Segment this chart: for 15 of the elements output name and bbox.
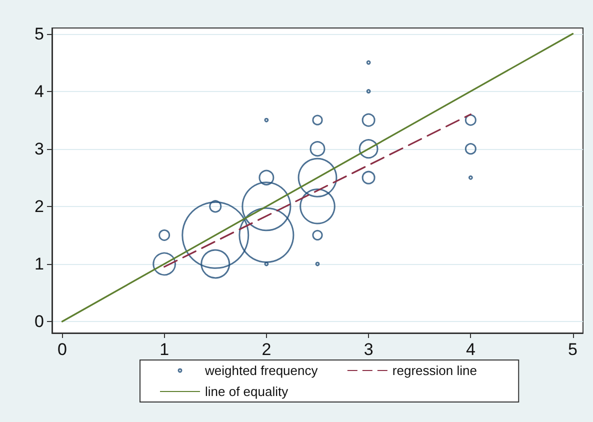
y-tick-label: 1 [34, 254, 44, 274]
x-tick-label: 0 [57, 340, 67, 359]
x-tick-label: 3 [364, 340, 374, 359]
x-tick-label: 4 [466, 340, 476, 359]
x-tick-label: 2 [262, 340, 272, 359]
y-tick-label: 5 [34, 24, 44, 44]
y-tick-label: 0 [34, 312, 44, 331]
legend-label: line of equality [205, 384, 310, 399]
legend-label: weighted frequency [204, 363, 340, 378]
y-tick-label: 4 [34, 82, 44, 101]
x-tick-label: 1 [160, 340, 170, 359]
x-tick-label: 5 [568, 340, 578, 359]
y-tick-label: 3 [34, 139, 44, 158]
legend-label: regression line [392, 363, 499, 378]
y-tick-label: 2 [34, 196, 44, 216]
